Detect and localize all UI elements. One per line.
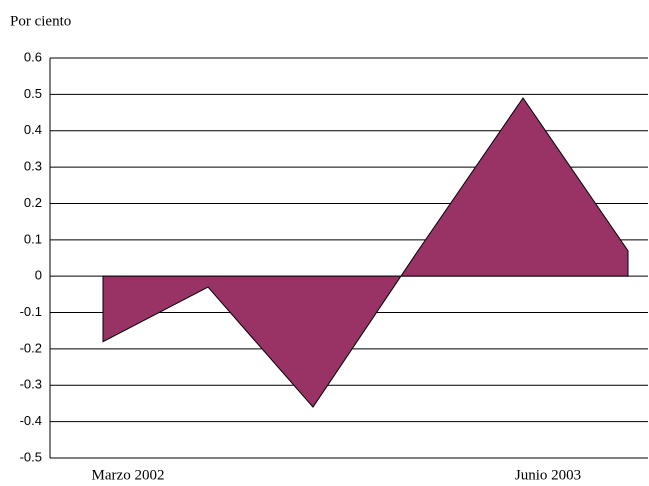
axis-title: Por ciento [10, 13, 71, 29]
y-tick-label: -0.4 [20, 413, 42, 428]
y-tick-label: 0.5 [24, 86, 42, 101]
y-tick-label: 0.3 [24, 159, 42, 174]
y-tick-label: -0.1 [20, 304, 42, 319]
y-tick-label: 0.4 [24, 122, 42, 137]
y-tick-label: -0.2 [20, 340, 42, 355]
x-tick-label: Junio 2003 [515, 467, 581, 483]
y-tick-label: 0.6 [24, 49, 42, 64]
y-tick-label: 0.2 [24, 195, 42, 210]
y-tick-label: 0.1 [24, 231, 42, 246]
y-tick-label: -0.5 [20, 449, 42, 464]
x-tick-label: Marzo 2002 [92, 467, 165, 483]
y-tick-label: 0 [35, 268, 42, 283]
area [102, 97, 629, 408]
y-tick-label: -0.3 [20, 377, 42, 392]
